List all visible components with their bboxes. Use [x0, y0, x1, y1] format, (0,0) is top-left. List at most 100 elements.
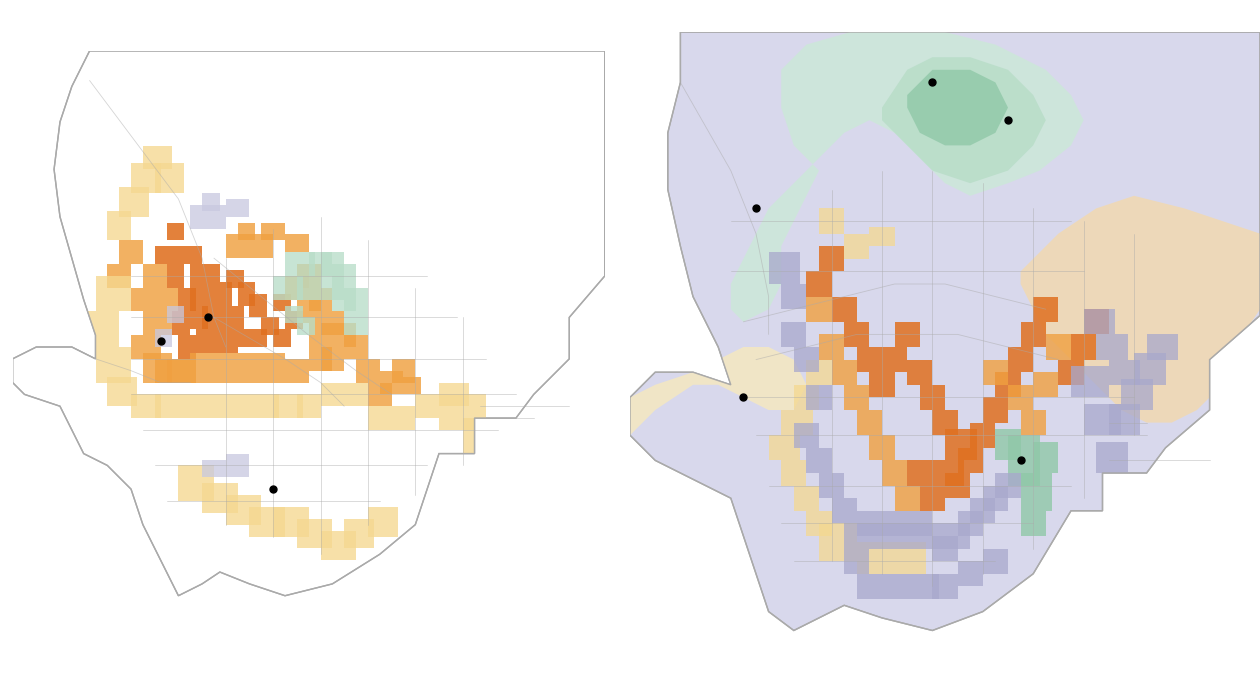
Bar [416, 394, 438, 418]
Bar [333, 323, 357, 347]
Bar [1008, 347, 1033, 372]
Bar [1033, 296, 1058, 322]
Bar [320, 347, 344, 371]
Bar [844, 548, 869, 574]
Polygon shape [13, 51, 605, 595]
Bar [819, 335, 844, 359]
Bar [392, 359, 416, 382]
Bar [794, 347, 819, 372]
Bar [794, 384, 819, 410]
Bar [333, 288, 357, 312]
Bar [333, 264, 357, 288]
Bar [781, 284, 806, 310]
Bar [1084, 310, 1109, 335]
Bar [120, 187, 149, 217]
Bar [1021, 473, 1052, 511]
Bar [273, 329, 291, 347]
Point [922, 77, 942, 88]
Bar [226, 305, 243, 329]
Bar [895, 542, 926, 574]
Bar [96, 276, 131, 312]
Bar [249, 235, 273, 258]
Bar [261, 223, 285, 240]
Bar [832, 359, 857, 384]
Bar [1096, 335, 1128, 359]
Bar [857, 347, 882, 372]
Bar [844, 384, 869, 410]
Bar [166, 223, 184, 240]
Bar [190, 353, 214, 382]
Bar [1021, 322, 1046, 347]
Polygon shape [882, 57, 1046, 183]
Bar [1084, 310, 1115, 335]
Bar [155, 359, 179, 382]
Bar [932, 574, 958, 599]
Bar [344, 312, 368, 335]
Bar [1021, 410, 1046, 435]
Bar [214, 282, 232, 305]
Bar [995, 372, 1021, 398]
Bar [107, 264, 131, 288]
Bar [1121, 378, 1153, 410]
Bar [1071, 335, 1096, 359]
Bar [285, 359, 309, 382]
Bar [819, 523, 857, 561]
Bar [190, 305, 208, 329]
Bar [857, 542, 895, 574]
Bar [357, 359, 379, 382]
Polygon shape [731, 32, 1084, 322]
Bar [895, 322, 920, 347]
Bar [1008, 384, 1033, 410]
Bar [131, 335, 160, 359]
Bar [249, 394, 278, 418]
Bar [197, 329, 214, 353]
Bar [869, 435, 895, 460]
Bar [309, 323, 333, 347]
Bar [920, 384, 945, 410]
Bar [238, 223, 256, 240]
Bar [309, 347, 333, 371]
Bar [202, 483, 238, 513]
Bar [844, 234, 869, 259]
Bar [226, 454, 249, 477]
Bar [882, 347, 907, 372]
Bar [179, 288, 197, 312]
Point [150, 335, 170, 346]
Bar [107, 377, 137, 406]
Bar [368, 507, 398, 536]
Bar [970, 423, 995, 448]
Bar [96, 347, 131, 382]
Bar [844, 523, 869, 548]
Bar [155, 394, 179, 418]
Bar [179, 335, 197, 359]
Bar [970, 498, 995, 523]
Bar [806, 511, 832, 536]
Bar [844, 322, 869, 347]
Bar [379, 371, 403, 394]
Polygon shape [1021, 196, 1260, 423]
Bar [83, 312, 120, 347]
Bar [273, 276, 302, 300]
Bar [344, 518, 374, 548]
Bar [344, 335, 368, 359]
Bar [932, 460, 964, 486]
Bar [1033, 372, 1058, 398]
Bar [438, 382, 469, 406]
Point [746, 203, 766, 214]
Bar [131, 394, 160, 418]
Bar [907, 574, 939, 599]
Polygon shape [907, 70, 1008, 146]
Bar [202, 264, 219, 282]
Bar [273, 507, 309, 536]
Bar [285, 252, 315, 276]
Bar [945, 429, 976, 460]
Bar [1109, 359, 1140, 384]
Bar [794, 486, 819, 511]
Bar [882, 574, 907, 599]
Bar [368, 406, 392, 430]
Bar [320, 312, 344, 335]
Bar [179, 246, 202, 264]
Bar [226, 495, 261, 525]
Bar [261, 317, 278, 335]
Bar [309, 288, 333, 312]
